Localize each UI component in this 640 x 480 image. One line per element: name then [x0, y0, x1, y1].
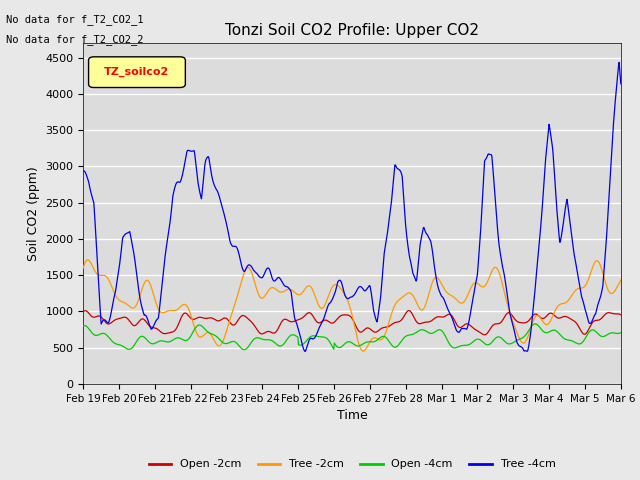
FancyBboxPatch shape — [88, 57, 186, 87]
Title: Tonzi Soil CO2 Profile: Upper CO2: Tonzi Soil CO2 Profile: Upper CO2 — [225, 23, 479, 38]
X-axis label: Time: Time — [337, 409, 367, 422]
Text: No data for f_T2_CO2_2: No data for f_T2_CO2_2 — [6, 34, 144, 45]
Text: TZ_soilco2: TZ_soilco2 — [104, 67, 170, 77]
Legend: Open -2cm, Tree -2cm, Open -4cm, Tree -4cm: Open -2cm, Tree -2cm, Open -4cm, Tree -4… — [144, 455, 560, 474]
Y-axis label: Soil CO2 (ppm): Soil CO2 (ppm) — [27, 166, 40, 261]
Text: No data for f_T2_CO2_1: No data for f_T2_CO2_1 — [6, 14, 144, 25]
